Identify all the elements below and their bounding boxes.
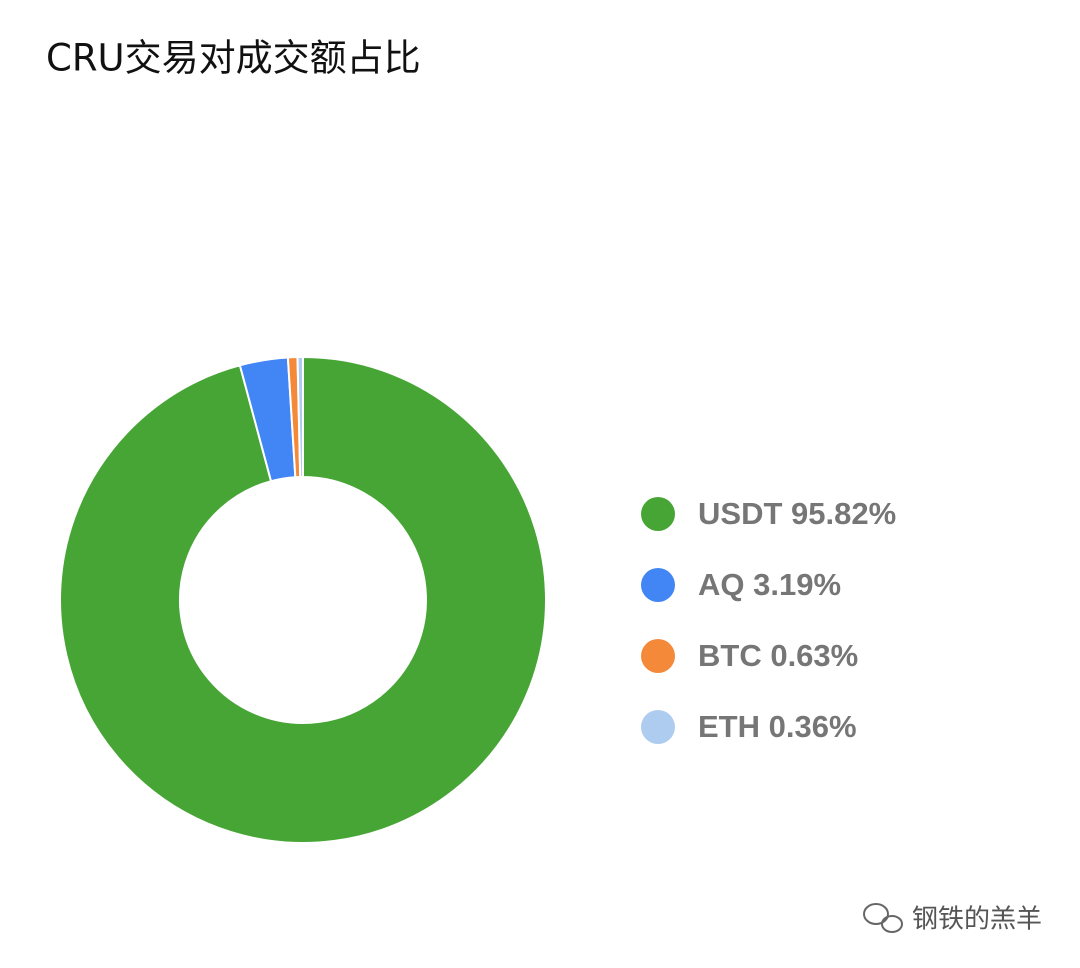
legend-text: BTC 0.63%: [698, 638, 858, 673]
legend-text: USDT 95.82%: [698, 496, 896, 531]
legend-text: ETH 0.36%: [698, 709, 857, 744]
chart-title: CRU交易对成交额占比: [46, 37, 421, 80]
watermark: 钢铁的羔羊: [912, 905, 1042, 935]
legend-text: AQ 3.19%: [698, 567, 841, 602]
watermark-icon: [863, 903, 903, 933]
legend-marker: [641, 568, 675, 602]
legend-marker: [641, 639, 675, 673]
legend-marker: [641, 710, 675, 744]
slice: [59, 355, 547, 844]
legend-marker: [641, 497, 675, 531]
slice: [296, 355, 304, 479]
